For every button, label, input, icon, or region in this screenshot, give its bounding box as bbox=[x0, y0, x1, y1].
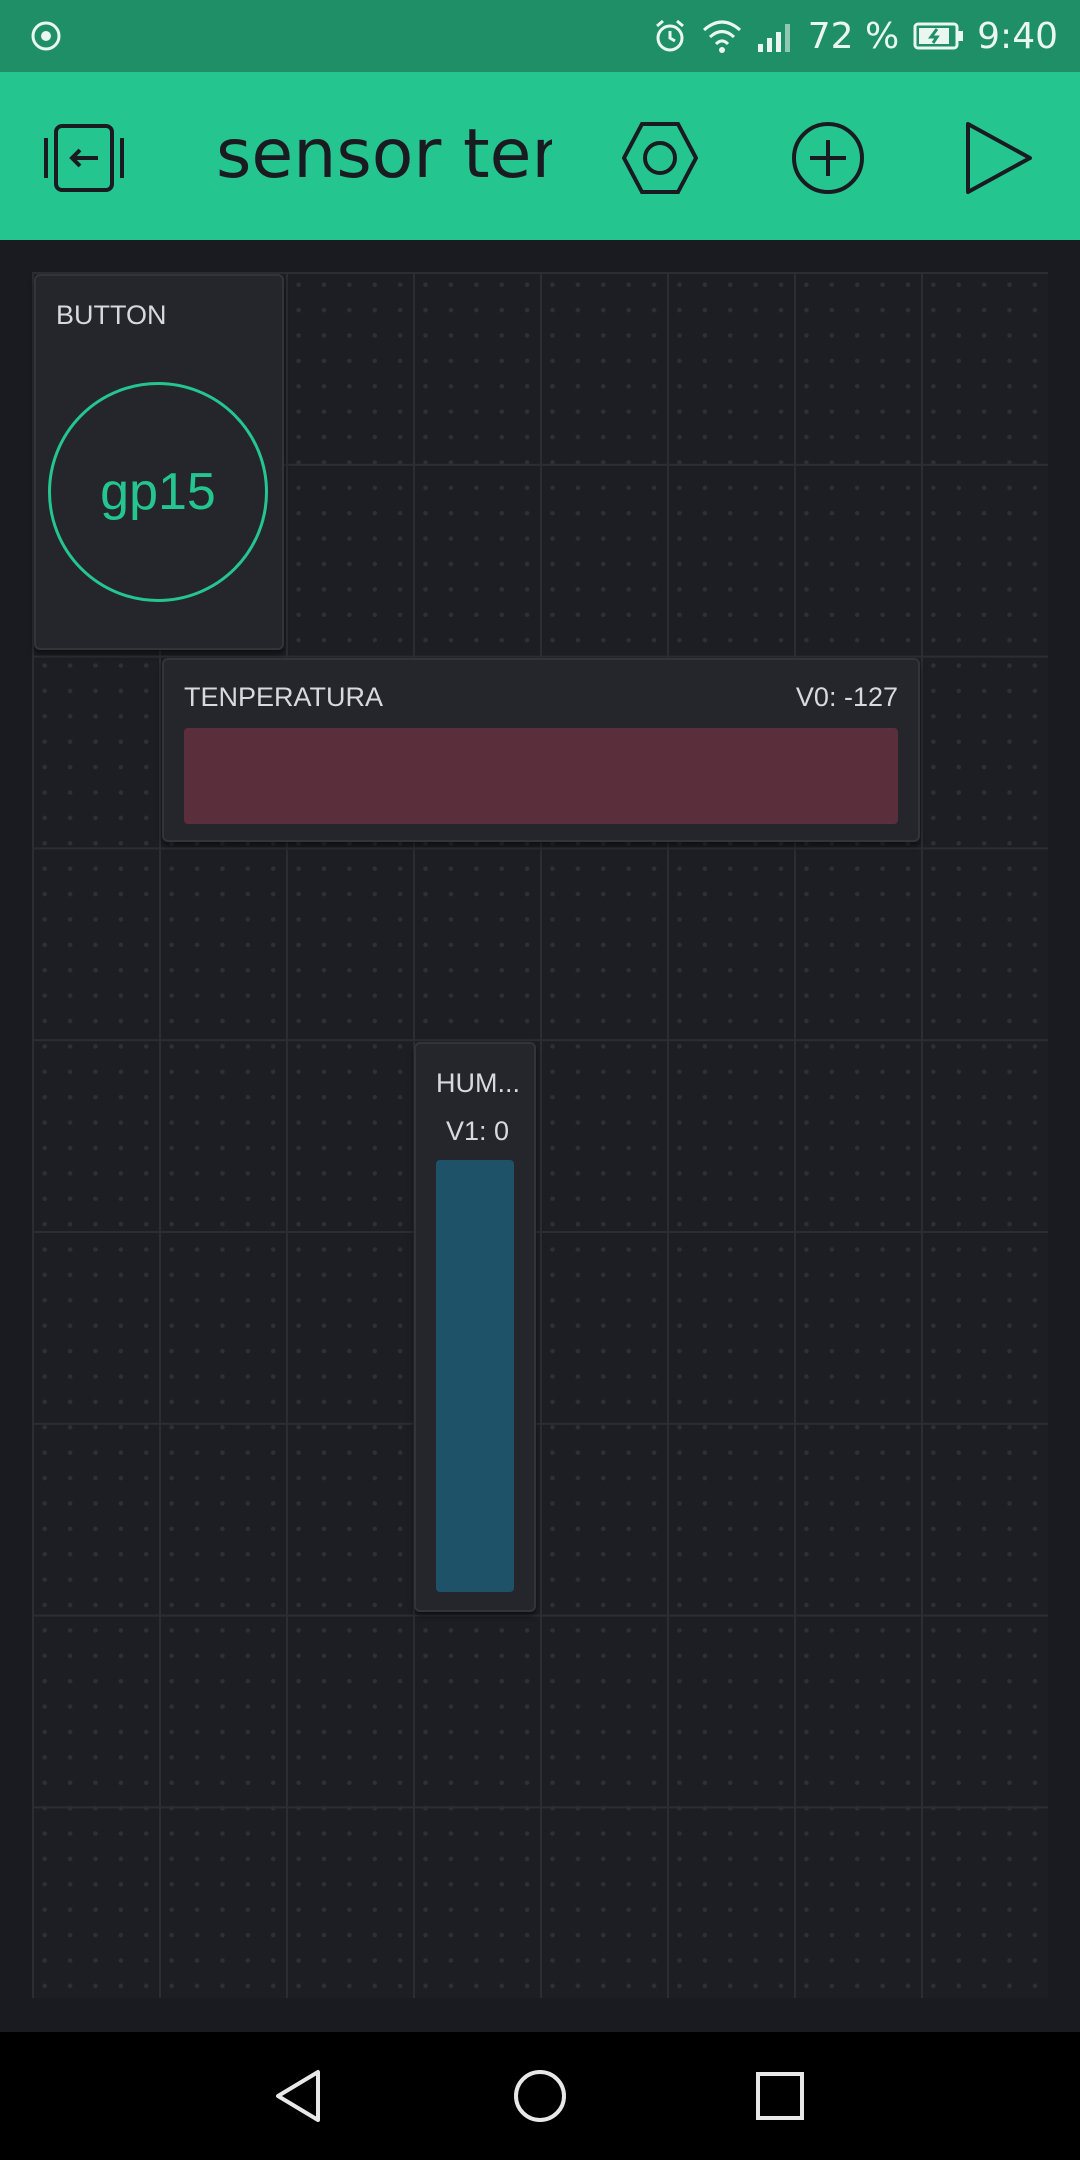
recents-nav-icon[interactable] bbox=[750, 2066, 810, 2126]
temperature-level-widget[interactable]: TENPERATURA V0: -127 bbox=[162, 658, 920, 842]
battery-percent: 72 % bbox=[807, 15, 900, 57]
button-widget-label: BUTTON bbox=[56, 300, 167, 330]
add-widget-icon[interactable] bbox=[790, 120, 866, 196]
play-icon[interactable] bbox=[960, 120, 1036, 196]
humidity-label: HUM... bbox=[436, 1068, 520, 1098]
signal-icon bbox=[756, 18, 796, 54]
humidity-bar bbox=[436, 1160, 514, 1592]
alarm-icon bbox=[652, 18, 688, 54]
system-nav-bar bbox=[0, 2032, 1080, 2160]
temperature-value: V0: -127 bbox=[795, 682, 898, 712]
app-header: sensor temp bbox=[0, 72, 1080, 240]
humidity-level-widget[interactable]: HUM... V1: 0 bbox=[414, 1042, 536, 1612]
widget-canvas[interactable]: BUTTON gp15 TENPERATURA V0: -127 HUM... … bbox=[32, 272, 1048, 1998]
settings-hexagon-icon[interactable] bbox=[622, 120, 698, 196]
wifi-icon bbox=[702, 18, 742, 54]
clock: 9:40 bbox=[977, 15, 1058, 57]
back-nav-icon[interactable] bbox=[270, 2066, 330, 2126]
home-nav-icon[interactable] bbox=[510, 2066, 570, 2126]
temperature-label: TENPERATURA bbox=[184, 682, 384, 712]
project-title: sensor temp bbox=[216, 115, 552, 194]
gp15-button[interactable]: gp15 bbox=[48, 382, 268, 602]
status-bar: 72 % 9:40 bbox=[0, 0, 1080, 72]
button-pin-label: gp15 bbox=[100, 463, 216, 521]
temperature-bar bbox=[184, 728, 898, 824]
button-widget[interactable]: BUTTON gp15 bbox=[34, 274, 284, 650]
exit-project-icon[interactable] bbox=[44, 118, 124, 198]
humidity-value: V1: 0 bbox=[446, 1116, 510, 1146]
battery-icon bbox=[913, 21, 965, 51]
chrome-icon bbox=[31, 21, 61, 51]
